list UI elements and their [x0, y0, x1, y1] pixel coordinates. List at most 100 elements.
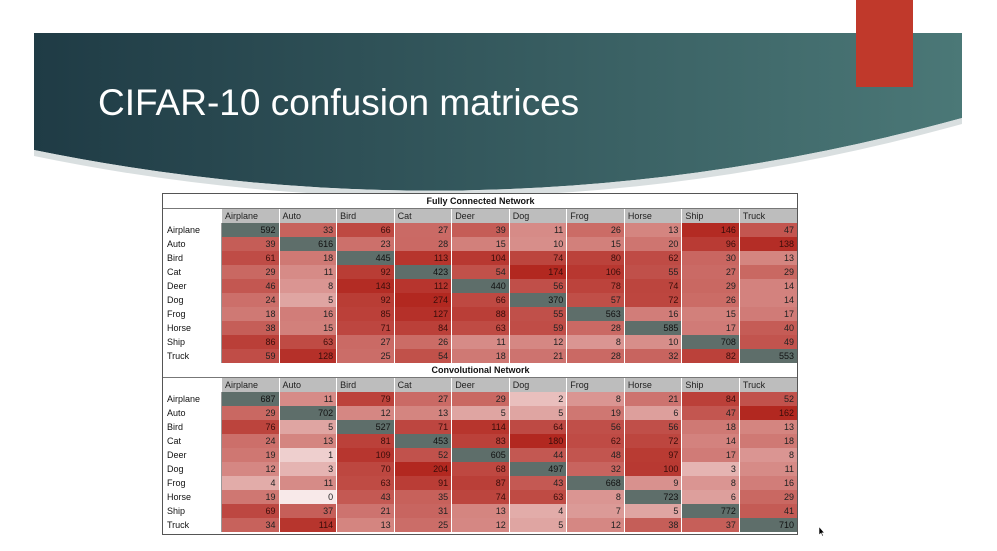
matrix-cell: 43	[336, 490, 395, 504]
matrix-cell: 174	[508, 265, 567, 279]
matrix-cell: 100	[623, 462, 682, 476]
matrix-cell: 56	[566, 420, 625, 434]
matrix-cell: 127	[393, 307, 452, 321]
matrix-row: Truck 59 128 25 54 18 21 28 32 82 553	[163, 349, 797, 363]
matrix-row: Ship 86 63 27 26 11 12 8 10 708 49	[163, 335, 797, 349]
row-label: Deer	[163, 448, 222, 462]
matrix-cell: 66	[336, 223, 395, 237]
matrix-cell: 15	[681, 307, 740, 321]
column-header: Truck	[738, 208, 797, 223]
matrix-cell: 5	[508, 406, 567, 420]
matrix-cell: 66	[451, 293, 510, 307]
matrix-cell: 13	[278, 434, 337, 448]
matrix-cell: 37	[278, 504, 337, 518]
matrix-cell: 7	[566, 504, 625, 518]
header-corner	[163, 377, 222, 392]
matrix-cell: 14	[738, 293, 797, 307]
row-label: Dog	[163, 293, 222, 307]
matrix-cell: 55	[623, 265, 682, 279]
matrix-cell: 38	[623, 518, 682, 532]
confusion-matrix-table: Fully Connected Network Airplane Auto Bird C…	[163, 194, 797, 532]
accent-rectangle	[856, 0, 913, 87]
matrix-cell: 71	[336, 321, 395, 335]
matrix-cell: 113	[393, 251, 452, 265]
matrix-cell: 28	[393, 237, 452, 251]
matrix-row: Airplane 687 11 79 27 29 2 8 21 84 52	[163, 392, 797, 406]
matrix-cell: 29	[451, 392, 510, 406]
column-header: Ship	[681, 208, 740, 223]
matrix-cell: 24	[221, 434, 280, 448]
row-label: Ship	[163, 335, 222, 349]
column-header: Bird	[336, 377, 395, 392]
column-header: Truck	[738, 377, 797, 392]
matrix-cell: 29	[221, 406, 280, 420]
matrix-cell: 3	[278, 462, 337, 476]
matrix-cell: 30	[681, 251, 740, 265]
matrix-cell: 13	[623, 223, 682, 237]
matrix-cell: 180	[508, 434, 567, 448]
matrix-cell: 11	[451, 335, 510, 349]
matrix-cell: 497	[508, 462, 567, 476]
matrix-cell: 12	[451, 518, 510, 532]
matrix-cell: 16	[738, 476, 797, 490]
matrix-cell: 11	[738, 462, 797, 476]
matrix-cell: 143	[336, 279, 395, 293]
matrix-cell: 49	[738, 335, 797, 349]
matrix-cell: 616	[278, 237, 337, 251]
matrix-cell: 83	[451, 434, 510, 448]
matrix-cell: 27	[336, 335, 395, 349]
matrix-cell: 23	[336, 237, 395, 251]
matrix-cell: 28	[566, 321, 625, 335]
matrix-cell: 453	[393, 434, 452, 448]
matrix-cell: 74	[508, 251, 567, 265]
matrix-cell: 13	[451, 504, 510, 518]
matrix-cell: 553	[738, 349, 797, 363]
matrix-cell: 668	[566, 476, 625, 490]
matrix-cell: 47	[681, 406, 740, 420]
confusion-matrix-figure: Fully Connected Network Airplane Auto Bird C…	[162, 193, 798, 535]
matrix-cell: 15	[566, 237, 625, 251]
matrix-cell: 29	[681, 279, 740, 293]
matrix-cell: 14	[681, 434, 740, 448]
matrix-row: Airplane 592 33 66 27 39 11 26 13 146 47	[163, 223, 797, 237]
matrix-title: Fully Connected Network	[163, 194, 797, 209]
matrix-cell: 20	[623, 237, 682, 251]
matrix-cell: 11	[508, 223, 567, 237]
column-header: Ship	[681, 377, 740, 392]
row-label: Dog	[163, 462, 222, 476]
column-header-row: Airplane Auto Bird Cat Deer Dog Frog Horse Ship T…	[163, 208, 797, 223]
matrix-cell: 708	[681, 335, 740, 349]
matrix-cell: 15	[451, 237, 510, 251]
matrix-cell: 16	[623, 307, 682, 321]
column-header: Frog	[566, 208, 625, 223]
matrix-cell: 37	[681, 518, 740, 532]
matrix-cell: 61	[221, 251, 280, 265]
matrix-cell: 44	[508, 448, 567, 462]
matrix-cell: 63	[451, 321, 510, 335]
matrix-cell: 8	[566, 335, 625, 349]
matrix-cell: 68	[451, 462, 510, 476]
column-header: Deer	[451, 377, 510, 392]
matrix-cell: 54	[451, 265, 510, 279]
matrix-cell: 56	[508, 279, 567, 293]
matrix-cell: 92	[336, 265, 395, 279]
matrix-cell: 16	[278, 307, 337, 321]
matrix-cell: 84	[393, 321, 452, 335]
matrix-row: Truck 34 114 13 25 12 5 12 38 37 710	[163, 518, 797, 532]
row-label: Cat	[163, 434, 222, 448]
matrix-cell: 8	[566, 490, 625, 504]
matrix-cell: 96	[681, 237, 740, 251]
matrix-cell: 0	[278, 490, 337, 504]
matrix-cell: 26	[566, 223, 625, 237]
column-header: Bird	[336, 208, 395, 223]
matrix-cell: 84	[681, 392, 740, 406]
column-header: Dog	[508, 208, 567, 223]
matrix-title: Convolutional Network	[163, 363, 797, 378]
matrix-row: Ship 69 37 21 31 13 4 7 5 772 41	[163, 504, 797, 518]
matrix-cell: 17	[738, 307, 797, 321]
matrix-cell: 106	[566, 265, 625, 279]
matrix-cell: 62	[623, 251, 682, 265]
column-header: Horse	[623, 208, 682, 223]
row-label: Frog	[163, 307, 222, 321]
matrix-cell: 13	[336, 518, 395, 532]
